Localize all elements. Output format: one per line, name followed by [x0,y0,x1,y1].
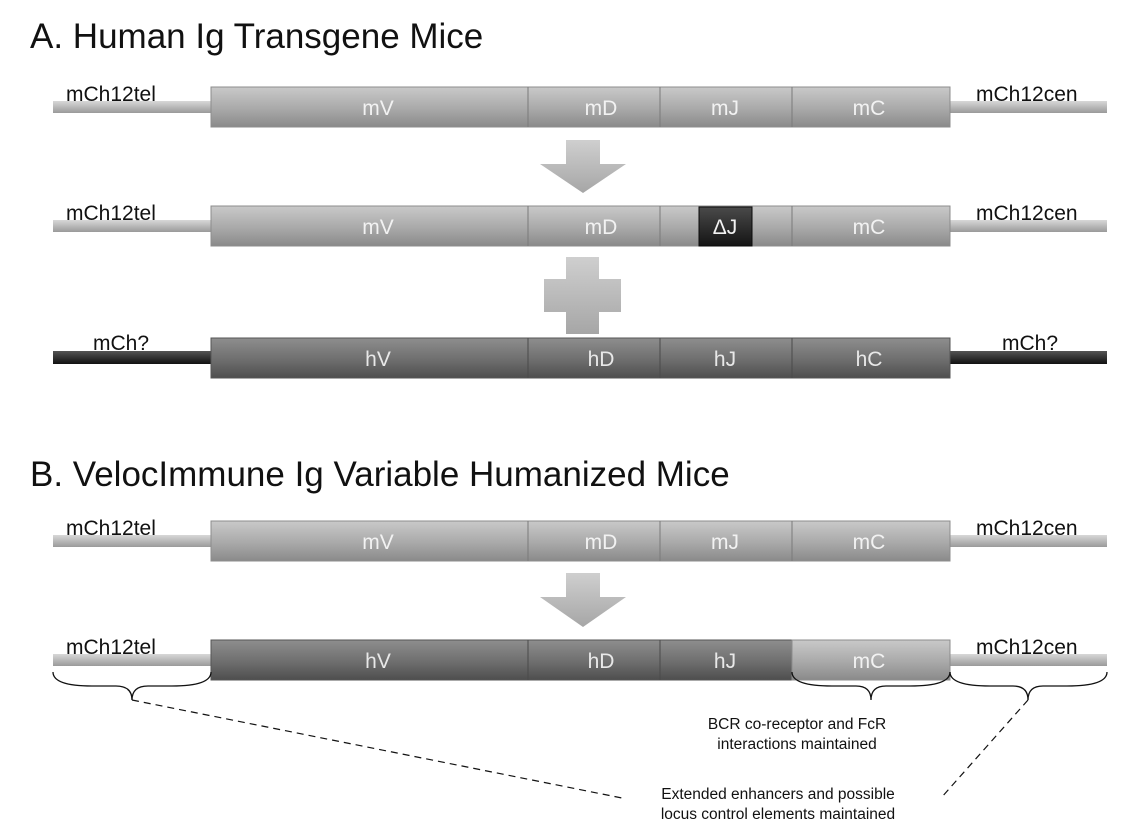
deleted-j-block [698,206,753,247]
locus-bar [210,86,951,128]
brace-right-flank [949,671,1108,701]
chromosome-line-right [950,220,1107,232]
locus-row-b1: mCh12tel mCh12cen mV mD mJ mC [53,517,1107,562]
mouse-constant-bar [791,639,951,681]
brace-left-flank [52,671,212,701]
chromosome-line-right [950,654,1107,666]
chromosome-line-left [53,351,211,364]
flank-label-right: mCh12cen [976,83,1078,106]
down-arrow-icon [540,573,626,627]
chromosome-line-left [53,654,211,666]
note-enhancers-line1: Extended enhancers and possible [661,786,895,803]
chromosome-line-left [53,101,211,113]
humanized-variable-bar [210,639,793,681]
flank-label-left: mCh12tel [66,517,156,540]
locus-bar [210,337,951,379]
note-enhancers-line2: locus control elements maintained [661,806,895,823]
segment-v-label: mV [362,531,394,554]
segment-d-label: hD [588,348,615,371]
flank-label-right: mCh12cen [976,517,1078,540]
segment-c-label: mC [853,650,886,673]
flank-label-left: mCh? [93,332,149,355]
segment-v-label: hV [365,348,391,371]
segment-c-label: mC [853,531,886,554]
locus-bar [210,520,951,562]
flank-label-left: mCh12tel [66,202,156,225]
segment-j-label: mJ [711,97,739,120]
chromosome-line-right [950,351,1107,364]
plus-icon [544,257,621,334]
chromosome-line-right [950,535,1107,547]
segment-delta-j-label: ΔJ [713,216,738,239]
flank-label-right: mCh? [1002,332,1058,355]
segment-c-label: mC [853,97,886,120]
section-b-title: B. VelocImmune Ig Variable Humanized Mic… [30,455,730,494]
segment-v-label: hV [365,650,391,673]
segment-d-label: mD [585,531,618,554]
segment-j-label: hJ [714,348,736,371]
flank-label-left: mCh12tel [66,83,156,106]
segment-j-label: mJ [711,531,739,554]
segment-j-label: hJ [714,650,736,673]
note-bcr-line1: BCR co-receptor and FcR [708,716,886,733]
brace-constant-region [791,671,951,701]
locus-bar [210,205,951,247]
segment-d-label: mD [585,97,618,120]
locus-row-a1: mCh12tel mCh12cen mV mD mJ mC [53,83,1107,128]
segment-c-label: hC [856,348,883,371]
note-bcr-line2: interactions maintained [717,736,876,753]
chromosome-line-right [950,101,1107,113]
locus-row-a2: mCh12tel mCh12cen mV mD ΔJ mC [53,202,1107,247]
segment-v-label: mV [362,97,394,120]
down-arrow-icon [540,140,626,193]
segment-v-label: mV [362,216,394,239]
chromosome-line-left [53,220,211,232]
chromosome-line-left [53,535,211,547]
dashed-connector-left [131,699,623,799]
segment-d-label: mD [585,216,618,239]
flank-label-right: mCh12cen [976,202,1078,225]
flank-label-right: mCh12cen [976,636,1078,659]
segment-d-label: hD [588,650,615,673]
locus-row-a3: mCh? mCh? hV hD hJ hC [53,332,1107,379]
segment-c-label: mC [853,216,886,239]
locus-row-b2: mCh12tel mCh12cen hV hD hJ mC [53,636,1107,681]
dashed-connector-right [940,699,1029,799]
flank-label-left: mCh12tel [66,636,156,659]
section-a-title: A. Human Ig Transgene Mice [30,17,483,56]
